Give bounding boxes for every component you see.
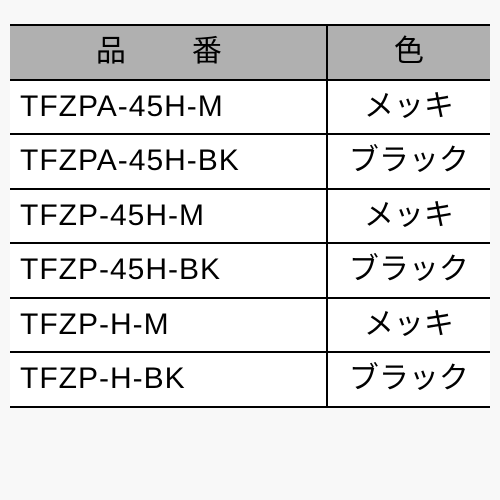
table-row: TFZP-45H-BK ブラック (10, 243, 490, 298)
table-row: TFZPA-45H-BK ブラック (10, 134, 490, 189)
table-row: TFZP-H-BK ブラック (10, 352, 490, 407)
cell-part: TFZP-45H-BK (10, 243, 327, 298)
cell-color: メッキ (327, 80, 490, 135)
table-row: TFZP-H-M メッキ (10, 298, 490, 353)
cell-part: TFZP-H-M (10, 298, 327, 353)
cell-color: ブラック (327, 243, 490, 298)
col-header-color: 色 (327, 25, 490, 80)
cell-color: ブラック (327, 134, 490, 189)
table-row: TFZPA-45H-M メッキ (10, 80, 490, 135)
table-container: 品 番 色 TFZPA-45H-M メッキ TFZPA-45H-BK ブラック … (0, 0, 500, 408)
cell-color: ブラック (327, 352, 490, 407)
product-table: 品 番 色 TFZPA-45H-M メッキ TFZPA-45H-BK ブラック … (10, 24, 490, 408)
cell-part: TFZP-H-BK (10, 352, 327, 407)
table-header-row: 品 番 色 (10, 25, 490, 80)
cell-part: TFZP-45H-M (10, 189, 327, 244)
cell-part: TFZPA-45H-M (10, 80, 327, 135)
cell-color: メッキ (327, 189, 490, 244)
col-header-part: 品 番 (10, 25, 327, 80)
cell-part: TFZPA-45H-BK (10, 134, 327, 189)
cell-color: メッキ (327, 298, 490, 353)
table-row: TFZP-45H-M メッキ (10, 189, 490, 244)
